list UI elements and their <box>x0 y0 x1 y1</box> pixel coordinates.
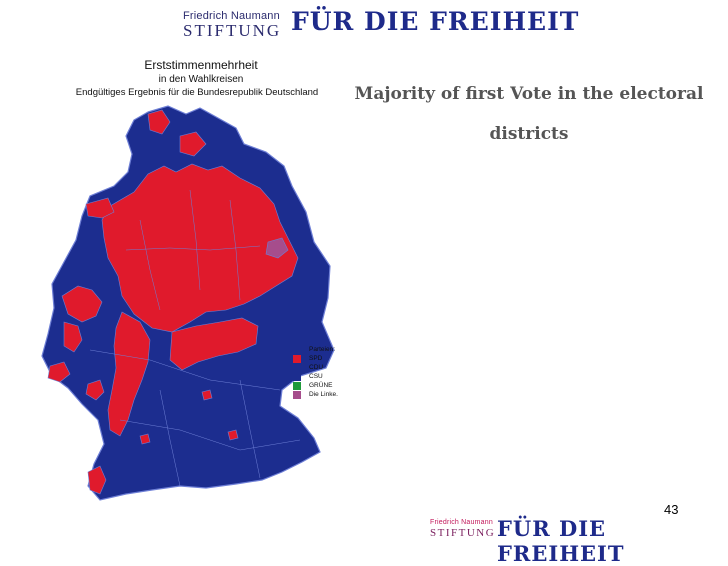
legend-item-csu: CSU <box>293 372 338 381</box>
legend-swatch <box>293 372 301 381</box>
map-region-spd-stuttgart <box>139 433 151 445</box>
germany-district-map <box>41 105 335 501</box>
legend-heading: Parteien: <box>309 346 336 353</box>
header-logo-line1: Friedrich Naumann <box>183 10 280 22</box>
map-title: Erststimmenmehrheit in den Wahlkreisen E… <box>66 58 336 99</box>
map-region-berlin <box>265 237 289 259</box>
legend-swatch <box>293 381 301 390</box>
map-region-spd-north <box>101 163 299 333</box>
legend-label: GRÜNE <box>309 382 333 389</box>
page-number: 43 <box>664 502 679 517</box>
map-region-spd-nuremberg <box>201 389 213 401</box>
footer-slogan: FÜR DIE FREIHEIT <box>497 516 625 566</box>
legend-item-linke: Die Linke. <box>293 390 338 399</box>
map-district-borders <box>89 189 301 487</box>
map-legend: Parteien: SPD CDU CSU GRÜNE Die Linke. <box>293 346 338 399</box>
map-title-line1: Erststimmenmehrheit <box>144 58 258 72</box>
map-region-spd-coast-west <box>85 197 115 219</box>
map-region-spd-munich <box>227 429 239 441</box>
legend-label: CSU <box>309 373 323 380</box>
legend-swatch <box>293 390 301 399</box>
legend-label: SPD <box>309 355 323 362</box>
legend-swatch <box>293 363 301 372</box>
map-region-spd-ruhr <box>61 285 103 323</box>
legend-label: Die Linke. <box>309 391 338 398</box>
map-region-spd-pfalz <box>85 379 105 401</box>
slide-title: Majority of first Vote in the electoral … <box>354 84 704 144</box>
map-region-spd-saar <box>47 361 71 383</box>
legend-swatch <box>293 354 301 363</box>
legend-label: CDU <box>309 364 324 371</box>
legend-item-cdu: CDU <box>293 363 338 372</box>
map-region-spd-central <box>169 317 259 371</box>
map-region-spd-hesse <box>107 311 151 437</box>
map-title-line2: in den Wahlkreisen <box>158 74 244 85</box>
map-title-line3: Endgültiges Ergebnis für die Bundesrepub… <box>75 87 319 98</box>
footer-logo-line1: Friedrich Naumann <box>430 519 493 526</box>
map-region-spd-baden <box>87 465 107 495</box>
header-logo: Friedrich Naumann STIFTUNG <box>183 10 293 40</box>
footer-logo-line2: STIFTUNG <box>430 527 496 539</box>
legend-item-spd: SPD <box>293 354 338 363</box>
header-logo-line2: STIFTUNG <box>183 21 282 40</box>
legend-item-gruene: GRÜNE <box>293 381 338 390</box>
map-region-spd-schleswig <box>147 109 171 135</box>
map-region-spd-kiel <box>179 131 207 157</box>
map-region-spd-nrw-south <box>63 321 83 353</box>
header-slogan: FÜR DIE FREIHEIT <box>291 7 580 36</box>
footer-logo: Friedrich Naumann STIFTUNG <box>430 519 520 543</box>
